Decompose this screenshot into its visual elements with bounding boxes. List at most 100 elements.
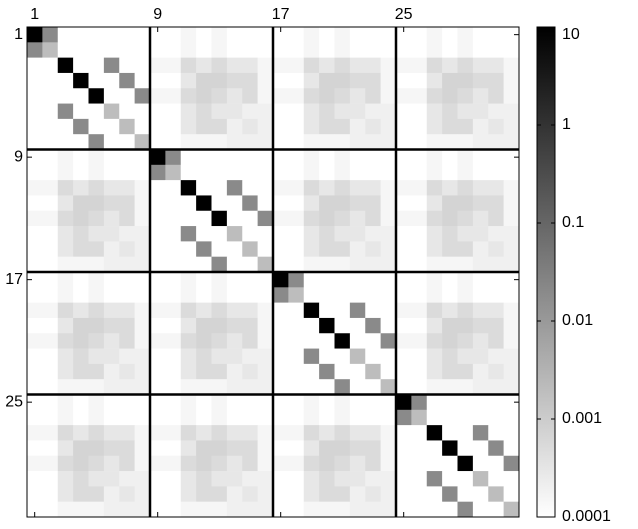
cell [103,118,120,135]
cell [472,226,489,242]
cell [365,256,381,273]
cell [365,210,381,227]
cell [196,501,212,518]
cell [119,455,135,472]
cell [273,27,289,43]
cell [257,409,274,426]
cell [226,501,243,518]
cell [303,164,320,181]
cell [150,333,166,349]
cell [273,195,289,212]
cell [226,440,243,457]
cell [426,333,443,349]
cell [73,210,89,227]
cell [334,471,351,487]
cell [88,134,105,150]
cell [273,118,289,135]
cell [73,471,89,487]
cell [103,272,120,288]
cell [365,180,381,196]
cell [411,394,428,411]
x-tick-label: 1 [30,6,39,23]
cell [257,287,274,303]
cell [503,88,520,104]
cell [180,164,197,181]
cell [426,164,443,181]
cell [57,425,74,441]
cell [442,272,458,288]
cell [472,333,489,349]
cell [42,317,59,334]
cell [196,195,212,212]
cell [42,72,59,89]
cell [472,348,489,365]
cell [134,134,151,150]
cell [42,287,59,303]
cell [273,317,289,334]
cell [180,195,197,212]
cell [88,440,105,457]
cell [319,394,335,411]
cell [334,103,351,120]
cell [27,455,43,472]
cell [273,471,289,487]
cell [257,348,274,365]
cell [119,317,135,334]
cell [180,180,197,196]
cell [442,72,458,89]
cell [226,302,243,319]
cell [88,455,105,472]
cell [365,57,381,74]
cell [503,164,520,181]
cell [411,134,428,150]
cell [365,501,381,518]
cell [472,164,489,181]
cell [88,42,105,58]
cell [242,379,258,395]
cell [426,88,443,104]
cell [57,348,74,365]
cell [411,88,428,104]
cell [103,302,120,319]
cell [257,118,274,135]
cell [134,317,151,334]
cell [334,195,351,212]
cell [73,88,89,104]
cell [380,256,397,273]
cell [27,501,43,518]
cell [380,379,397,395]
cell [42,226,59,242]
cell [319,180,335,196]
cell [288,149,305,166]
cell [211,272,228,288]
cell [27,287,43,303]
cell [57,333,74,349]
cell [273,501,289,518]
cell [211,363,228,380]
cell [488,42,504,58]
cell [119,302,135,319]
cell [180,440,197,457]
cell [57,134,74,150]
cell [242,287,258,303]
cell [196,118,212,135]
cell [88,348,105,365]
cell [257,42,274,58]
cell [119,42,135,58]
cell [103,149,120,166]
cell [442,195,458,212]
cell [334,379,351,395]
cell [57,226,74,242]
cell [365,72,381,89]
cell [411,226,428,242]
cell [180,501,197,518]
cell [396,57,412,74]
cell [503,27,520,43]
cell [488,180,504,196]
cell [180,363,197,380]
cell [134,27,151,43]
cell [88,409,105,426]
cell [165,195,182,212]
cell [396,317,412,334]
cell [57,409,74,426]
